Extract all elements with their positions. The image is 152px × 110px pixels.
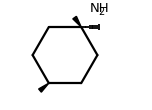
Polygon shape [73,16,81,27]
Polygon shape [39,83,49,92]
Text: NH: NH [90,2,110,15]
Text: 2: 2 [98,7,105,17]
